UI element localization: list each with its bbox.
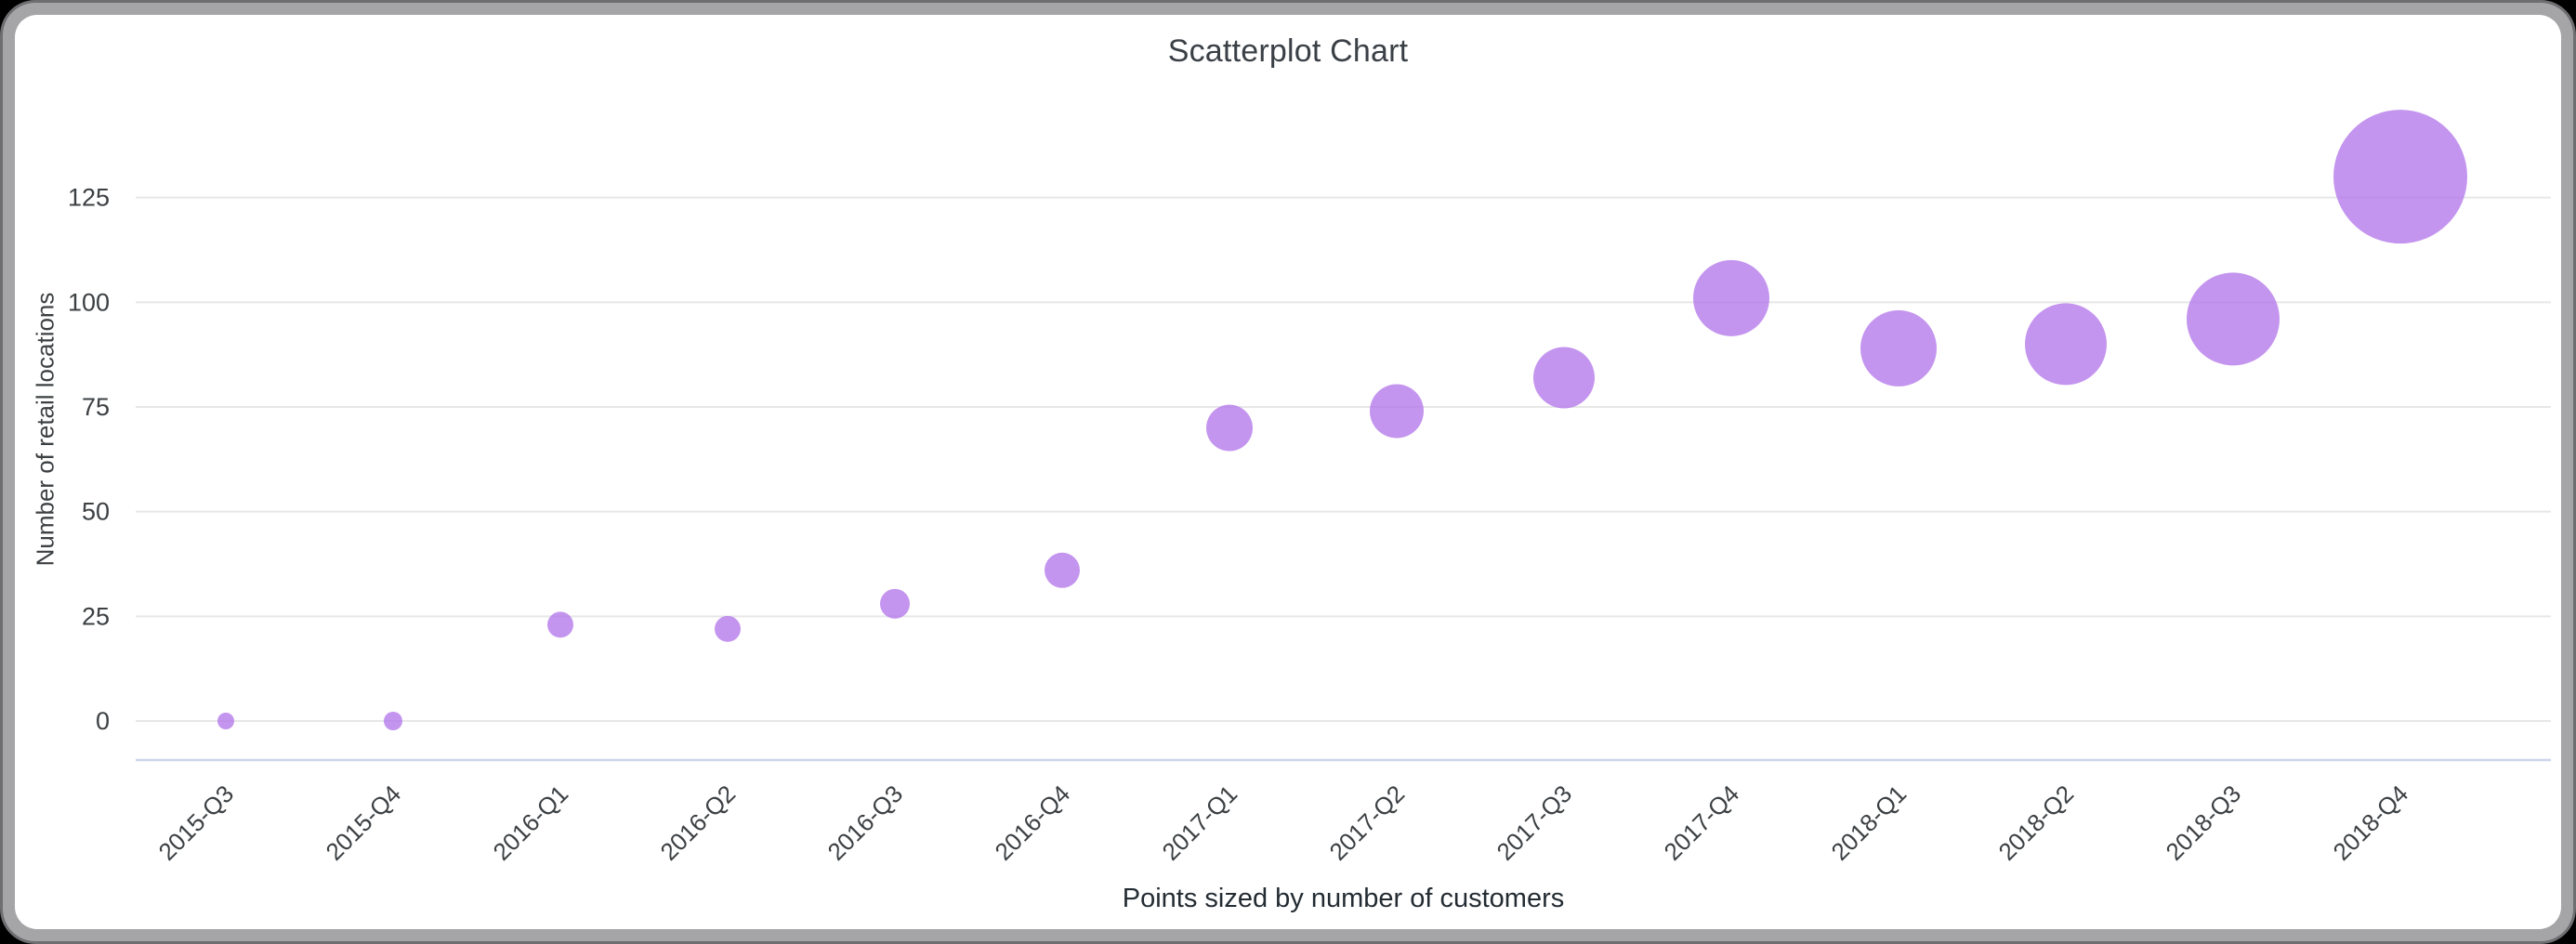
x-tick-label: 2016-Q3: [821, 780, 908, 866]
chart-caption: Points sized by number of customers: [1122, 884, 1565, 913]
y-tick-label: 0: [96, 707, 110, 735]
x-tick-label: 2015-Q4: [320, 780, 406, 866]
data-point[interactable]: [880, 588, 910, 619]
data-point[interactable]: [1860, 309, 1937, 387]
data-point[interactable]: [1206, 404, 1253, 452]
chart-title: Scatterplot Chart: [1167, 33, 1409, 69]
x-tick-label: 2018-Q3: [2160, 780, 2246, 866]
data-point[interactable]: [1693, 259, 1769, 336]
chart-card: [15, 15, 2561, 929]
y-axis-title: Number of retail locations: [31, 292, 59, 567]
y-tick-label: 125: [68, 184, 110, 212]
y-tick-label: 75: [82, 393, 110, 421]
x-tick-label: 2017-Q2: [1323, 780, 1410, 866]
x-tick-label: 2016-Q1: [487, 780, 573, 866]
y-tick-label: 100: [68, 288, 110, 316]
data-point[interactable]: [1370, 384, 1424, 439]
y-tick-label: 25: [82, 602, 110, 630]
data-point[interactable]: [1533, 347, 1595, 409]
data-point[interactable]: [547, 611, 573, 638]
x-tick-label: 2017-Q1: [1156, 780, 1242, 866]
data-point[interactable]: [715, 615, 741, 642]
x-tick-label: 2018-Q4: [2327, 780, 2413, 866]
x-tick-label: 2016-Q4: [989, 780, 1075, 866]
x-tick-label: 2018-Q2: [1992, 780, 2079, 866]
x-tick-label: 2018-Q1: [1825, 780, 1912, 866]
x-tick-label: 2016-Q2: [654, 780, 741, 866]
data-point[interactable]: [384, 712, 402, 730]
data-point[interactable]: [217, 713, 234, 729]
x-tick-label: 2015-Q3: [152, 780, 239, 866]
x-tick-label: 2017-Q3: [1491, 780, 1577, 866]
x-tick-label: 2017-Q4: [1658, 780, 1744, 866]
data-point[interactable]: [2333, 110, 2467, 244]
y-tick-label: 50: [82, 498, 110, 526]
data-point[interactable]: [2187, 272, 2280, 366]
data-point[interactable]: [2025, 303, 2107, 386]
data-point[interactable]: [1045, 552, 1080, 588]
